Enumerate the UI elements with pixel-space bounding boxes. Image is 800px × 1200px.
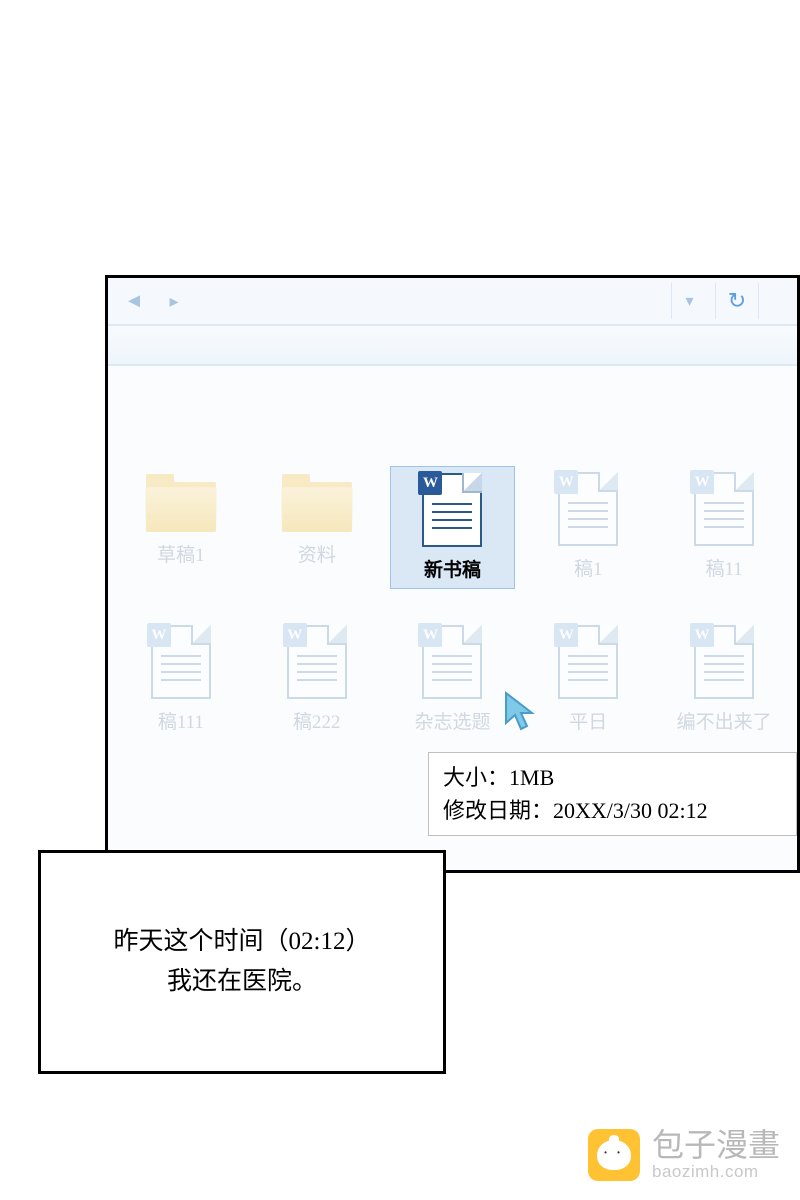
refresh-button[interactable]: ↻ <box>715 283 759 319</box>
tooltip-date-row: 修改日期：20XX/3/30 02:12 <box>443 794 782 827</box>
word-doc-item[interactable]: W 稿222 <box>254 619 380 740</box>
watermark: 包子漫畫 baozimh.com <box>588 1128 780 1182</box>
word-icon: W <box>694 472 754 546</box>
word-doc-item[interactable]: W 稿1 <box>525 466 651 589</box>
path-dropdown-button[interactable]: ▾ <box>671 283 707 319</box>
caption-box: 昨天这个时间（02:12） 我还在医院。 <box>38 850 446 1074</box>
w-badge-icon: W <box>690 470 714 494</box>
w-badge-icon: W <box>554 623 578 647</box>
word-doc-item[interactable]: W 稿111 <box>118 619 244 740</box>
word-icon: W <box>558 472 618 546</box>
folder-item[interactable]: 资料 <box>254 466 380 589</box>
caption-text: 昨天这个时间（02:12） 我还在医院。 <box>114 922 371 1002</box>
tooltip-size-row: 大小：1MB <box>443 761 782 794</box>
secondary-toolbar <box>108 326 797 366</box>
file-explorer-window: ◄ ▸ ▾ ↻ 草稿1 资 <box>105 275 800 873</box>
file-label: 杂志选题 <box>414 707 490 734</box>
folder-icon <box>146 472 216 532</box>
word-icon: W <box>422 473 482 547</box>
file-tooltip: 大小：1MB 修改日期：20XX/3/30 02:12 <box>428 752 797 836</box>
w-badge-icon: W <box>418 623 442 647</box>
file-label: 稿111 <box>158 707 204 734</box>
w-badge-icon: W <box>147 623 171 647</box>
w-badge-icon: W <box>690 623 714 647</box>
file-label: 草稿1 <box>157 540 205 567</box>
file-label: 资料 <box>298 540 336 567</box>
w-badge-icon: W <box>418 471 442 495</box>
word-doc-item[interactable]: W 稿11 <box>661 466 787 589</box>
word-icon: W <box>694 625 754 699</box>
word-doc-item[interactable]: W 杂志选题 <box>390 619 516 740</box>
folder-icon <box>282 472 352 532</box>
word-icon: W <box>151 625 211 699</box>
word-doc-selected[interactable]: W 新书稿 <box>390 466 516 589</box>
folder-item[interactable]: 草稿1 <box>118 466 244 589</box>
word-doc-item[interactable]: W 编不出来了 <box>661 619 787 740</box>
w-badge-icon: W <box>554 470 578 494</box>
watermark-url: baozimh.com <box>652 1163 780 1182</box>
file-label: 新书稿 <box>424 555 481 582</box>
file-label: 稿1 <box>574 554 603 581</box>
file-area: 草稿1 资料 W 新书稿 <box>108 366 797 760</box>
watermark-logo-icon <box>588 1129 640 1181</box>
word-icon: W <box>558 625 618 699</box>
watermark-text: 包子漫畫 baozimh.com <box>652 1128 780 1182</box>
word-icon: W <box>287 625 347 699</box>
file-label: 稿11 <box>705 554 742 581</box>
file-label: 平日 <box>569 707 607 734</box>
forward-button[interactable]: ▸ <box>158 285 190 317</box>
file-label: 编不出来了 <box>677 707 772 734</box>
watermark-title: 包子漫畫 <box>652 1128 780 1163</box>
file-label: 稿222 <box>293 707 341 734</box>
toolbar: ◄ ▸ ▾ ↻ <box>108 278 797 326</box>
word-icon: W <box>422 625 482 699</box>
cursor-icon <box>502 689 546 739</box>
back-button[interactable]: ◄ <box>118 285 150 317</box>
w-badge-icon: W <box>283 623 307 647</box>
